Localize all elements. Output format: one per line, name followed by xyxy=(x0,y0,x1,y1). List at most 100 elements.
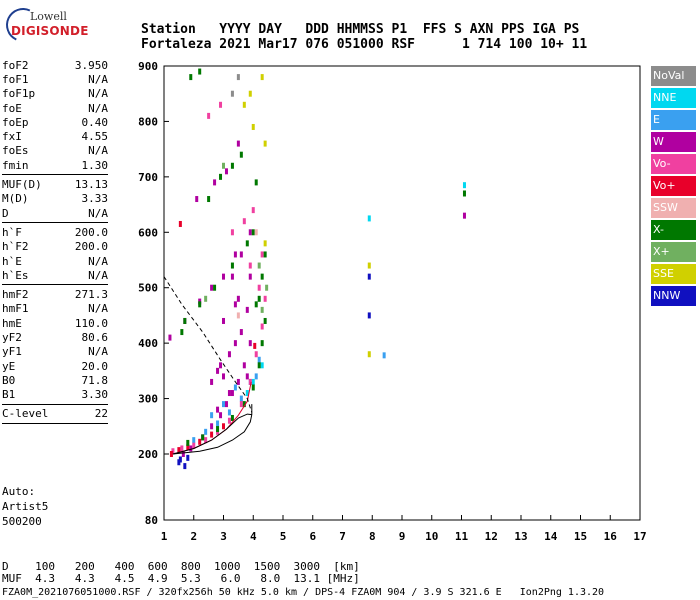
data-point xyxy=(210,284,214,291)
param-row: C-level 22 xyxy=(2,407,108,421)
legend-item-x-: X- xyxy=(651,220,696,240)
data-point xyxy=(213,284,217,291)
data-point xyxy=(257,262,261,269)
param-row: M(D) 3.33 xyxy=(2,192,108,206)
data-point xyxy=(227,409,231,416)
data-point xyxy=(236,295,240,302)
param-name: C-level xyxy=(2,407,49,421)
header-labels: Station YYYY DAY DDD HHMMSS P1 FFS S AXN… xyxy=(141,22,579,37)
param-value: 20.0 xyxy=(81,359,109,373)
header-label: S xyxy=(454,22,462,37)
footer-row-value: [km] xyxy=(320,560,360,573)
param-value: N/A xyxy=(88,345,108,359)
data-point xyxy=(242,101,246,108)
footer-row-value: 3000 xyxy=(280,560,320,573)
param-value: 0.40 xyxy=(81,115,109,129)
param-separator xyxy=(2,222,108,224)
header-label: PS xyxy=(563,22,580,37)
param-name: foEs xyxy=(2,144,29,158)
param-name: hmE xyxy=(2,316,22,330)
data-point xyxy=(180,329,184,336)
param-name: M(D) xyxy=(2,192,29,206)
data-point xyxy=(263,317,267,324)
footer-row-value: 100 xyxy=(35,560,55,573)
param-row: h`Es N/A xyxy=(2,268,108,282)
param-row: hmF2 271.3 xyxy=(2,287,108,301)
data-point xyxy=(222,373,225,380)
data-point xyxy=(251,384,255,391)
data-point xyxy=(263,251,267,258)
data-point xyxy=(233,251,237,258)
header-values: Fortaleza 2021 Mar17 076 051000 RSF 1 71… xyxy=(141,37,587,52)
header-value: 076 xyxy=(305,37,329,52)
footer-row-value: 5.3 xyxy=(167,572,201,585)
header-value: 100 xyxy=(508,37,533,52)
data-point xyxy=(186,439,190,446)
x-tick-label: 7 xyxy=(339,530,346,543)
param-row: foE N/A xyxy=(2,101,108,115)
data-point xyxy=(233,301,237,308)
data-point xyxy=(227,390,231,397)
data-point xyxy=(222,273,225,280)
param-row: foF1 N/A xyxy=(2,72,108,86)
footer-row-value: 8.0 xyxy=(240,572,281,585)
footer-row-value: 4.5 xyxy=(94,572,135,585)
param-name: B0 xyxy=(2,373,16,387)
footer-row-value: 4.3 xyxy=(35,572,55,585)
data-point xyxy=(367,351,371,358)
legend-item-vo-: Vo+ xyxy=(651,176,696,196)
data-point xyxy=(260,273,264,280)
footer-row-value: 1000 xyxy=(200,560,241,573)
data-point xyxy=(213,179,217,186)
param-value: N/A xyxy=(88,254,108,268)
param-row: hmE 110.0 xyxy=(2,316,108,330)
param-name: h`F xyxy=(2,225,22,239)
data-point xyxy=(207,196,211,203)
x-tick-label: 17 xyxy=(633,530,646,543)
param-name: MUF(D) xyxy=(2,178,42,192)
header-label: HHMMSS xyxy=(336,22,384,37)
data-point xyxy=(236,74,240,81)
legend-item-sse: SSE xyxy=(651,264,696,284)
data-point xyxy=(367,262,371,269)
param-separator xyxy=(2,423,108,425)
data-point xyxy=(245,240,249,247)
legend-item-x-: X+ xyxy=(651,242,696,262)
autoscaling-info: Auto: Artist5 500200 xyxy=(2,484,48,529)
plot-frame xyxy=(163,65,641,521)
data-point xyxy=(260,74,264,81)
data-point xyxy=(230,262,234,269)
data-point xyxy=(260,306,264,313)
param-row: h`E N/A xyxy=(2,254,108,268)
data-point xyxy=(265,284,269,291)
header-value: 11 xyxy=(571,37,588,52)
param-name: hmF1 xyxy=(2,302,29,316)
legend-item-w: W xyxy=(651,132,696,152)
data-point xyxy=(198,438,202,445)
data-point xyxy=(367,273,371,280)
data-point xyxy=(201,434,205,441)
lower-profile-trace xyxy=(172,404,253,455)
scaled-parameters-panel: foF2 3.950 foF1 N/A foF1p N/A foE N/A foEp 0.40 fx… xyxy=(2,58,108,426)
x-tick-label: 13 xyxy=(514,530,527,543)
param-row: fmin 1.30 xyxy=(2,158,108,172)
data-point xyxy=(462,190,466,197)
data-point xyxy=(230,229,234,236)
data-point xyxy=(254,373,258,380)
data-point xyxy=(248,229,252,236)
data-point xyxy=(219,101,223,108)
header-label: Station xyxy=(141,22,196,37)
param-value: 22 xyxy=(94,407,108,421)
data-point xyxy=(180,445,184,452)
param-value: N/A xyxy=(88,72,108,86)
data-point xyxy=(181,451,185,457)
param-value: 271.3 xyxy=(74,288,108,302)
data-point xyxy=(239,151,243,158)
data-point xyxy=(168,334,172,341)
data-point xyxy=(233,340,237,347)
param-row: foEs N/A xyxy=(2,144,108,158)
data-point xyxy=(254,301,258,308)
header-label: DDD xyxy=(305,22,329,37)
y-tick-label: 600 xyxy=(138,226,158,239)
data-point xyxy=(222,317,225,324)
